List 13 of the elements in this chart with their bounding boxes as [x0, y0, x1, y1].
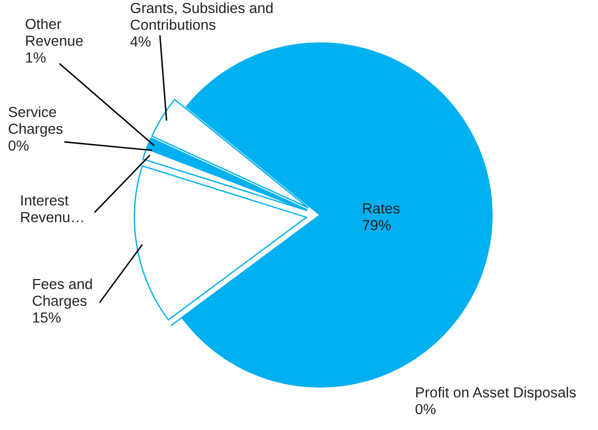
data-label: 79% — [362, 220, 391, 230]
category-label: Service Charges — [8, 106, 63, 137]
slice-label: Interest Revenu… — [21, 195, 83, 222]
data-label: 4% — [130, 36, 151, 47]
data-label: 15% — [33, 312, 61, 323]
data-label: 1% — [26, 52, 46, 63]
category-label: Profit on Asset Disposals — [416, 386, 576, 400]
text: 0% — [416, 404, 436, 414]
slice-label: Rates — [363, 203, 400, 214]
slice-label: Grants, Subsidies and Contributions — [130, 2, 273, 30]
text: 0% — [8, 140, 29, 151]
slice-label: Other Revenue — [26, 18, 83, 46]
slice-label: Fees and Charges — [32, 278, 92, 309]
